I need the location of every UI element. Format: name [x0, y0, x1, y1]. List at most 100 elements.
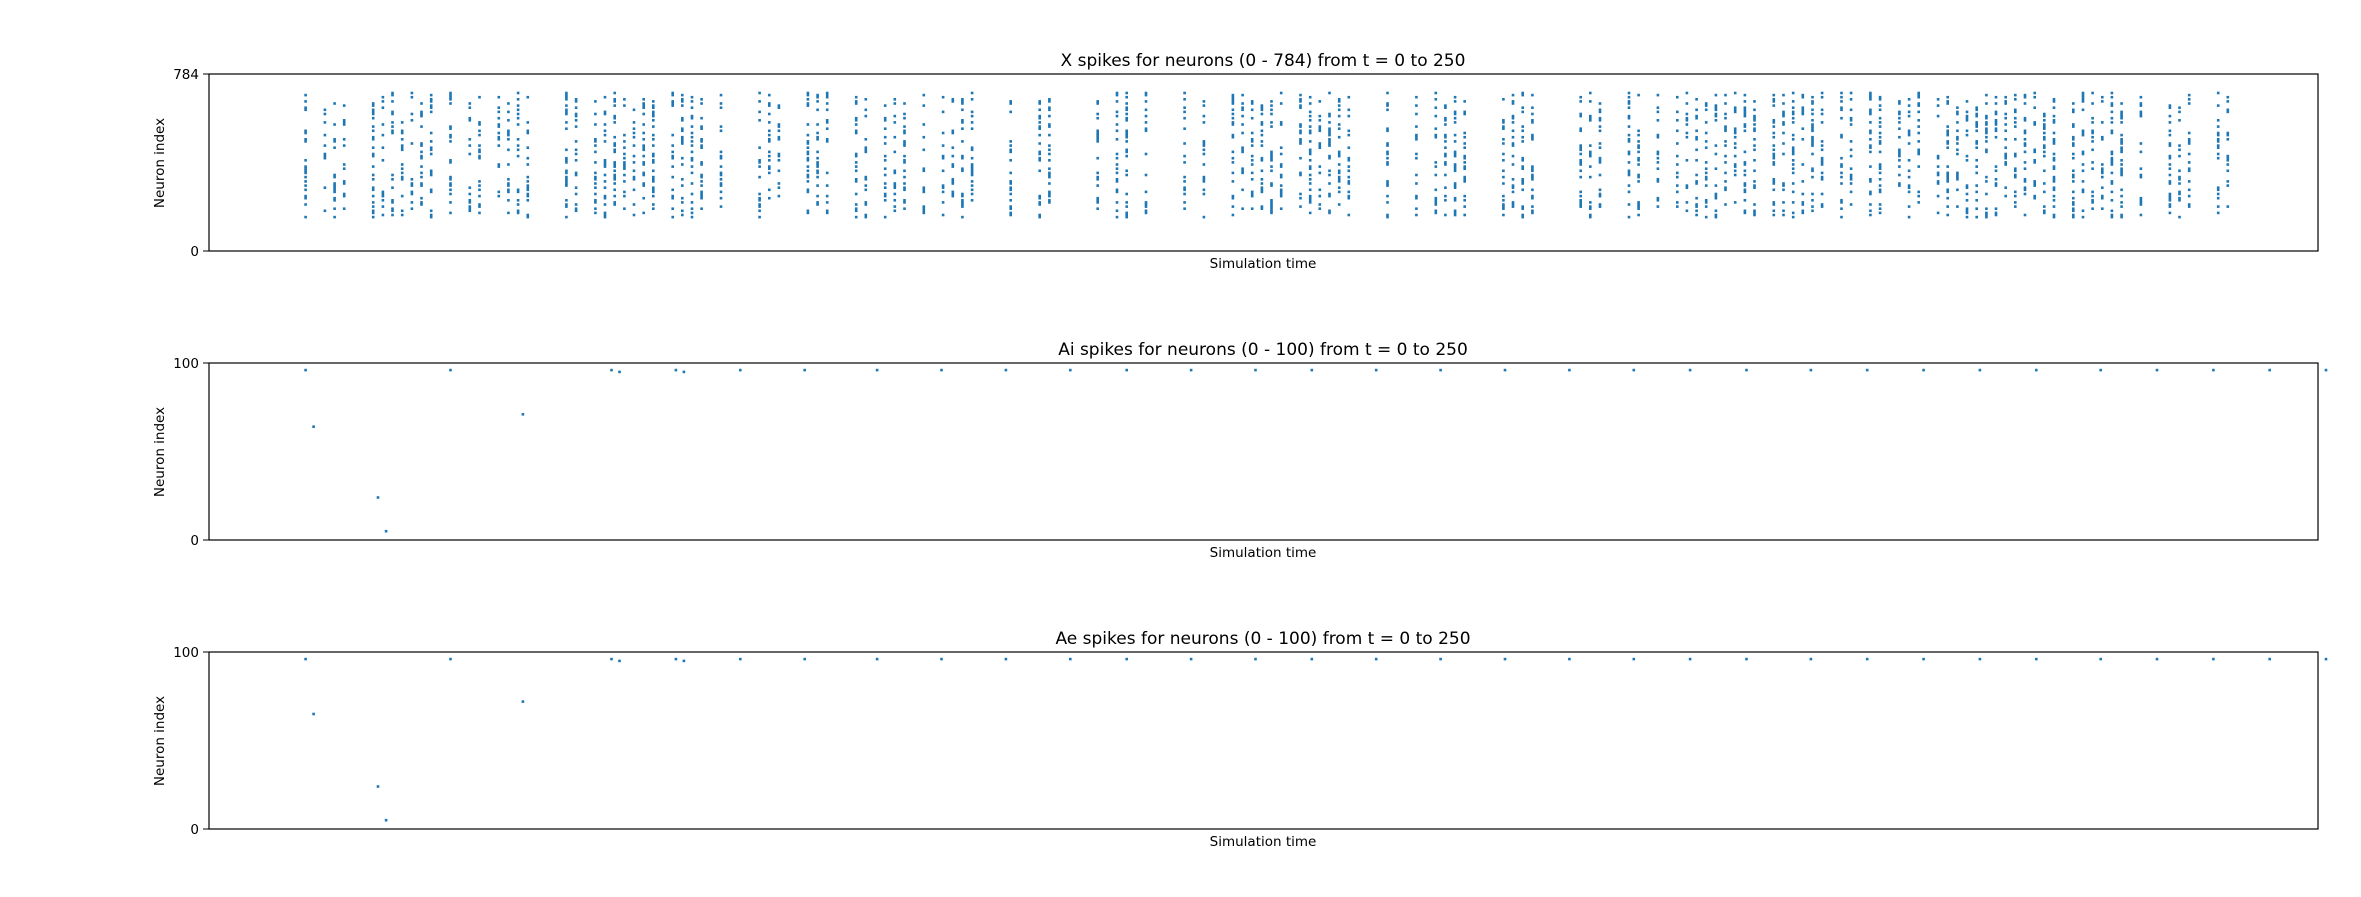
spike-point: [1820, 91, 1824, 95]
spike-point: [2187, 138, 2191, 141]
spike-point: [1820, 112, 1824, 116]
spike-point: [468, 199, 472, 202]
spike-point: [2081, 163, 2085, 166]
spike-point: [1676, 175, 1679, 179]
spike-point: [652, 159, 655, 162]
spike-point: [1069, 368, 1072, 372]
spike-point: [1791, 182, 1795, 185]
spike-point: [1038, 125, 1041, 128]
spike-point: [1772, 161, 1776, 164]
spike-point: [2091, 199, 2094, 202]
spike-point: [1270, 211, 1273, 215]
spike-point: [1502, 213, 1505, 217]
spike-point: [768, 154, 771, 158]
spike-point: [690, 140, 694, 143]
spike-point: [970, 184, 974, 187]
spike-point: [618, 659, 621, 663]
spike-point: [719, 196, 723, 200]
spike-point: [1463, 135, 1466, 139]
spike-point: [1695, 129, 1698, 133]
spike-point: [2043, 135, 2046, 139]
spike-point: [1531, 119, 1534, 122]
spike-point: [613, 121, 616, 124]
spike-point: [420, 112, 423, 116]
spike-point: [1254, 657, 1257, 661]
spike-point: [854, 180, 858, 183]
spike-point: [719, 156, 723, 160]
spike-point: [1386, 184, 1389, 187]
spike-point: [2110, 213, 2114, 217]
spike-point: [1627, 190, 1631, 194]
spike-point: [2139, 213, 2143, 217]
spike-point: [429, 100, 433, 103]
spike-point: [806, 169, 810, 173]
spike-point: [2004, 123, 2007, 126]
spike-point: [594, 123, 597, 126]
spike-point: [342, 182, 346, 185]
spike-point: [2052, 156, 2056, 160]
spike-point: [642, 163, 645, 166]
spike-point: [2043, 190, 2046, 194]
spike-point: [2072, 173, 2075, 177]
spike-point: [1869, 180, 1872, 183]
spike-point: [2072, 156, 2075, 160]
spike-point: [2091, 161, 2094, 164]
spike-point: [304, 167, 307, 170]
spike-point: [1782, 201, 1785, 204]
spike-point: [478, 205, 481, 208]
spike-point: [642, 196, 645, 200]
spike-point: [2226, 180, 2230, 183]
spike-point: [690, 182, 694, 185]
spike-point: [690, 125, 694, 128]
spike-point: [1589, 205, 1592, 208]
spike-point: [526, 184, 530, 187]
spike-point: [1869, 98, 1872, 101]
spike-point: [893, 209, 897, 213]
spike-point: [2110, 182, 2114, 185]
spike-point: [1048, 123, 1051, 126]
spike-point: [1772, 119, 1776, 122]
spike-point: [1347, 194, 1351, 198]
spike-point: [613, 135, 616, 139]
spike-point: [478, 133, 481, 137]
spike-point: [1048, 182, 1051, 185]
spike-point: [777, 182, 781, 185]
spike-point: [1676, 110, 1679, 114]
spike-point: [1627, 184, 1631, 187]
spike-point: [1270, 121, 1273, 124]
spike-point: [854, 209, 858, 213]
spike-point: [565, 169, 568, 173]
spike-point: [1704, 108, 1708, 112]
spike-point: [2216, 196, 2220, 200]
spike-point: [1521, 188, 1524, 192]
spike-point: [2110, 152, 2114, 156]
spike-point: [1975, 121, 1978, 124]
spike-point: [1521, 140, 1524, 143]
spike-point: [1811, 144, 1814, 147]
spike-point: [516, 209, 520, 213]
spike-point: [507, 190, 510, 194]
spike-point: [1695, 138, 1698, 141]
x-axis-label: Simulation time: [1210, 834, 1317, 850]
spike-point: [1004, 657, 1008, 661]
spike-point: [429, 104, 433, 107]
spike-point: [2268, 368, 2271, 372]
spike-point: [1183, 106, 1186, 109]
spike-point: [1328, 194, 1331, 198]
spike-point: [623, 146, 626, 149]
chart-title: Ae spikes for neurons (0 - 100) from t =…: [1055, 629, 1470, 649]
spike-point: [1791, 146, 1795, 149]
spike-point: [2081, 131, 2085, 135]
spike-point: [1936, 211, 1940, 215]
spike-point: [1936, 98, 1940, 101]
spike-point: [1695, 116, 1698, 120]
spike-point: [1965, 159, 1969, 162]
spike-point: [603, 161, 607, 164]
spike-point: [1772, 131, 1776, 135]
spike-point: [1724, 93, 1727, 97]
spike-point: [371, 152, 375, 156]
spike-point: [652, 125, 655, 128]
spike-point: [371, 135, 375, 139]
spike-point: [2014, 154, 2017, 158]
